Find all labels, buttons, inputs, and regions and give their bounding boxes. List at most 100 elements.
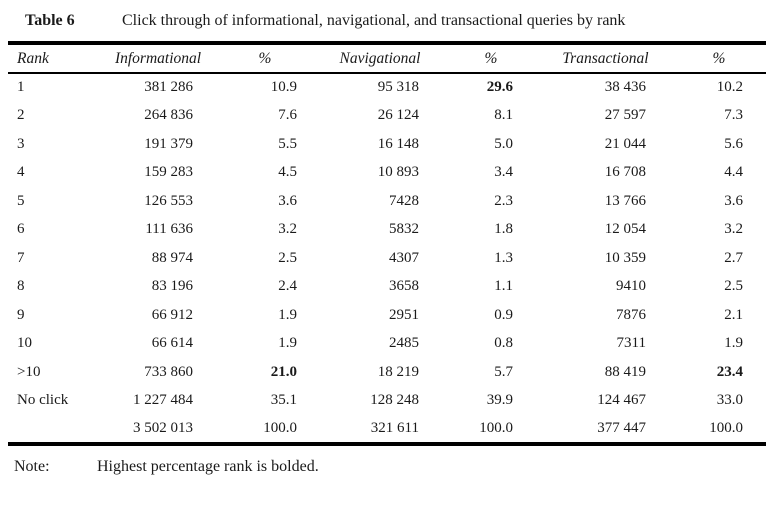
table-cell: 100.0 <box>263 419 297 436</box>
table-cell: 1.9 <box>278 306 297 323</box>
col-header-informational: Informational <box>114 49 202 67</box>
table-cell: 100.0 <box>709 419 743 436</box>
table-cell: 3.2 <box>278 221 297 238</box>
table-row: 5 126 553 3.6 7428 2.3 13 766 3.6 <box>8 187 766 216</box>
table-cell: 2.4 <box>278 278 297 295</box>
table-cell: 5832 <box>389 221 419 238</box>
table-cell: 264 836 <box>144 107 193 124</box>
table-cell: 10 <box>17 335 32 352</box>
table-cell: 1.8 <box>494 221 513 238</box>
table-cell: 2485 <box>389 335 419 352</box>
table-cell: 29.6 <box>486 79 513 96</box>
note-text: Highest percentage rank is bolded. <box>97 457 319 475</box>
table-title: Click through of informational, navigati… <box>122 12 626 29</box>
table-cell: 1 <box>17 79 25 96</box>
table-cell: 10.2 <box>716 79 743 96</box>
table-row: 8 83 196 2.4 3658 1.1 9410 2.5 <box>8 273 766 302</box>
table-row: 7 88 974 2.5 4307 1.3 10 359 2.7 <box>8 244 766 273</box>
table-cell: 5 <box>17 192 25 209</box>
table-cell: 88 974 <box>151 249 193 266</box>
table-cell: 733 860 <box>144 363 193 380</box>
table-cell: 7 <box>17 249 25 266</box>
table-cell: 3658 <box>389 278 419 295</box>
table-cell: 38 436 <box>604 79 646 96</box>
table-cell: 2.5 <box>278 249 297 266</box>
table-cell: 381 286 <box>144 79 193 96</box>
table-cell: No click <box>17 392 69 409</box>
table-cell: 7311 <box>616 335 646 352</box>
table-cell: 2951 <box>389 306 419 323</box>
col-header-informational-pct: % <box>258 49 272 67</box>
table-cell: 5.5 <box>278 135 297 152</box>
table-cell: 9410 <box>616 278 646 295</box>
total-row: 3 502 013 100.0 321 611 100.0 377 447 100.0 <box>8 415 766 444</box>
table-cell: 3 502 013 <box>133 419 193 436</box>
table-cell: 39.9 <box>486 392 513 409</box>
col-header-rank: Rank <box>17 49 49 67</box>
table-cell: 26 124 <box>377 107 419 124</box>
table-cell: 35.1 <box>270 392 297 409</box>
table-cell: 3.6 <box>278 192 297 209</box>
table-cell: 1.9 <box>724 335 743 352</box>
table-cell: 88 419 <box>604 363 646 380</box>
table-cell: 33.0 <box>716 392 743 409</box>
table-caption: Table 6 Click through of informational, … <box>0 0 772 32</box>
table-cell: 100.0 <box>479 419 513 436</box>
table-number: Table 6 <box>25 12 75 29</box>
table-cell: 1.3 <box>494 249 513 266</box>
table-cell: 4.4 <box>724 164 743 181</box>
table-cell: 6 <box>17 221 25 238</box>
table-cell: 0.8 <box>494 335 513 352</box>
table-cell: 5.6 <box>724 135 743 152</box>
table-row: 9 66 912 1.9 2951 0.9 7876 2.1 <box>8 301 766 330</box>
note-label: Note: <box>14 457 50 475</box>
table-row: 1 381 286 10.9 95 318 29.6 38 436 10.2 <box>8 73 766 102</box>
table-cell <box>8 415 103 444</box>
table-cell: 66 912 <box>151 306 193 323</box>
table-row: 2 264 836 7.6 26 124 8.1 27 597 7.3 <box>8 102 766 131</box>
table-cell: 8.1 <box>494 107 513 124</box>
table-cell: 1.9 <box>278 335 297 352</box>
table-row: >10 733 860 21.0 18 219 5.7 88 419 23.4 <box>8 358 766 387</box>
table-cell: 5.7 <box>494 363 513 380</box>
table-cell: 10 893 <box>377 164 419 181</box>
table-cell: 3.2 <box>724 221 743 238</box>
table-cell: 10.9 <box>270 79 297 96</box>
table-cell: 23.4 <box>716 363 743 380</box>
note: Note: Highest percentage rank is bolded. <box>0 457 772 477</box>
col-header-transactional: Transactional <box>562 49 649 67</box>
table-cell: 2.1 <box>724 306 743 323</box>
table-cell: 21 044 <box>604 135 646 152</box>
table-cell: 7.3 <box>724 107 743 124</box>
table-row: No click 1 227 484 35.1 128 248 39.9 124 467 3… <box>8 387 766 416</box>
table-cell: 126 553 <box>144 192 193 209</box>
table-cell: 18 219 <box>377 363 419 380</box>
table-cell: 0.9 <box>494 306 513 323</box>
table-cell: 321 611 <box>370 419 419 436</box>
table-cell: 377 447 <box>597 419 646 436</box>
data-table: Rank Informational % Navigational % Tran… <box>8 41 766 446</box>
table-cell: 111 636 <box>145 221 193 238</box>
table-cell: 1 227 484 <box>133 392 193 409</box>
table-row: 6 111 636 3.2 5832 1.8 12 054 3.2 <box>8 216 766 245</box>
table-cell: 95 318 <box>377 79 419 96</box>
table-cell: 66 614 <box>151 335 193 352</box>
table-cell: 2 <box>17 107 25 124</box>
table-cell: 3.4 <box>494 164 513 181</box>
table-cell: 7428 <box>389 192 419 209</box>
table-cell: 124 467 <box>597 392 646 409</box>
table-cell: 7.6 <box>278 107 297 124</box>
table-cell: 8 <box>17 278 25 295</box>
table-cell: 13 766 <box>604 192 646 209</box>
table-cell: 2.7 <box>724 249 743 266</box>
table-cell: 4.5 <box>278 164 297 181</box>
table-cell: 5.0 <box>494 135 513 152</box>
col-header-navigational-pct: % <box>484 49 498 67</box>
table-cell: 21.0 <box>270 363 297 380</box>
table-cell: 2.5 <box>724 278 743 295</box>
table-cell: 4 <box>17 164 25 181</box>
table-cell: 10 359 <box>604 249 646 266</box>
col-header-transactional-pct: % <box>712 49 726 67</box>
col-header-navigational: Navigational <box>339 49 421 67</box>
table-cell: >10 <box>17 363 41 380</box>
